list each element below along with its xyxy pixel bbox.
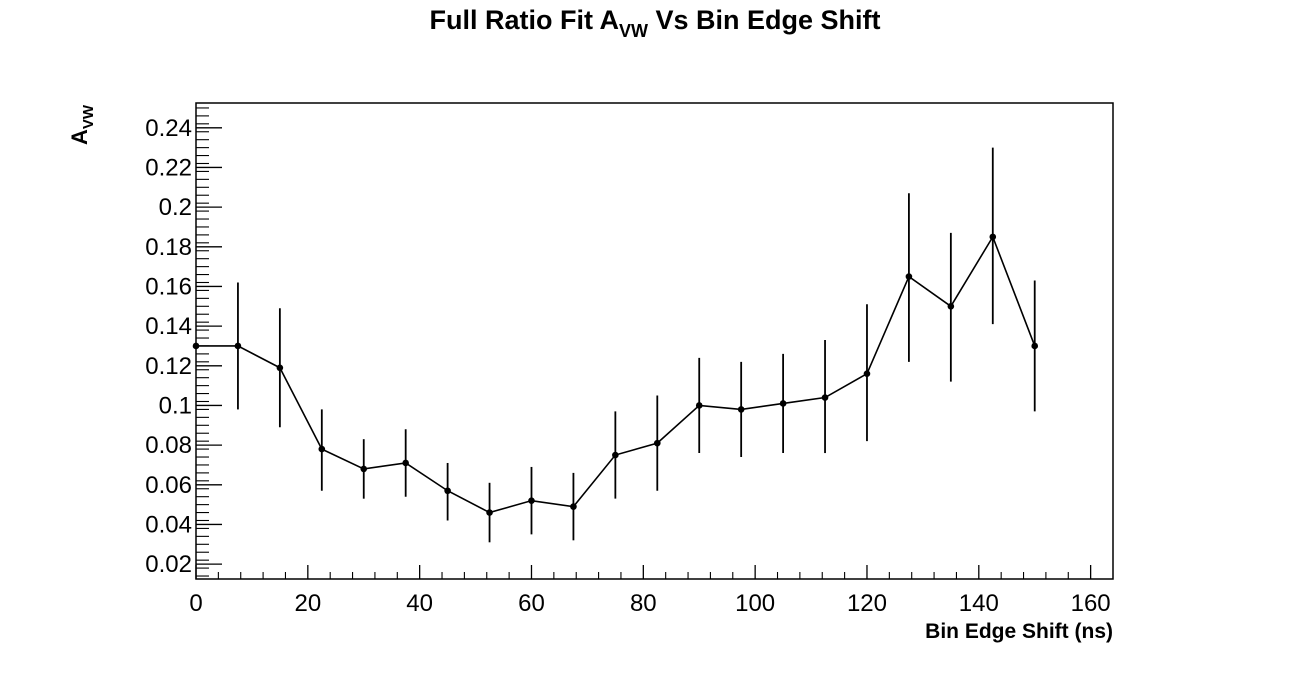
x-tick-label: 80 [630,590,657,617]
data-points [192,233,1039,516]
y-axis-title-subscript: VW [80,104,97,129]
data-point [695,402,703,409]
chart-title-subscript: VW [619,21,648,41]
data-point [947,302,955,310]
x-tick-label: 140 [959,590,999,617]
data-point [486,509,493,516]
y-tick-label: 0.24 [145,115,192,142]
data-point [863,370,871,378]
data-point [989,233,997,241]
error-bars [237,147,1036,543]
data-point [779,400,787,407]
x-tick-label: 100 [735,590,775,617]
x-tick-label: 20 [294,590,321,617]
x-axis-tick-labels: 0 20 40 60 80 100 120 140 160 [189,590,1110,617]
data-point [821,394,829,401]
y-tick-label: 0.04 [145,511,192,538]
data-point [653,439,661,447]
y-tick-label: 0.18 [145,234,192,261]
data-point [528,497,535,504]
data-point [570,503,577,510]
data-point [737,406,745,413]
y-axis-title: AVW [67,104,97,145]
data-point [276,364,284,372]
data-point [612,451,619,459]
chart-title-main: Full Ratio Fit A [429,5,618,35]
data-point [234,342,242,350]
data-point [1031,342,1039,350]
data-point [402,459,409,467]
y-tick-label: 0.06 [145,472,192,499]
y-tick-label: 0.12 [145,353,192,380]
y-axis-tick-labels: 0.02 0.04 0.06 0.08 0.1 0.12 0.14 0.16 0.18 0.2 0.… [145,115,192,578]
x-tick-label: 0 [189,590,202,617]
x-tick-label: 120 [847,590,887,617]
x-axis-ticks [195,565,1092,579]
y-axis-title-main: A [67,129,92,145]
y-axis-ticks [196,107,222,577]
data-point [905,273,913,280]
y-tick-label: 0.2 [159,194,192,221]
chart-title-rest: Vs Bin Edge Shift [648,5,881,35]
y-tick-label: 0.08 [145,432,192,459]
y-tick-label: 0.02 [145,551,192,578]
y-tick-label: 0.22 [145,154,192,181]
x-tick-label: 60 [518,590,545,617]
x-axis-title: Bin Edge Shift (ns) [925,620,1113,643]
plot-frame [195,102,1114,580]
data-point [444,487,451,495]
y-tick-label: 0.1 [159,392,192,419]
y-tick-label: 0.14 [145,313,192,340]
data-point [360,465,368,473]
chart-title: Full Ratio Fit AVW Vs Bin Edge Shift [429,5,880,41]
x-tick-label: 160 [1071,590,1111,617]
x-tick-label: 40 [406,590,433,617]
data-point [318,445,326,453]
y-tick-label: 0.16 [145,273,192,300]
